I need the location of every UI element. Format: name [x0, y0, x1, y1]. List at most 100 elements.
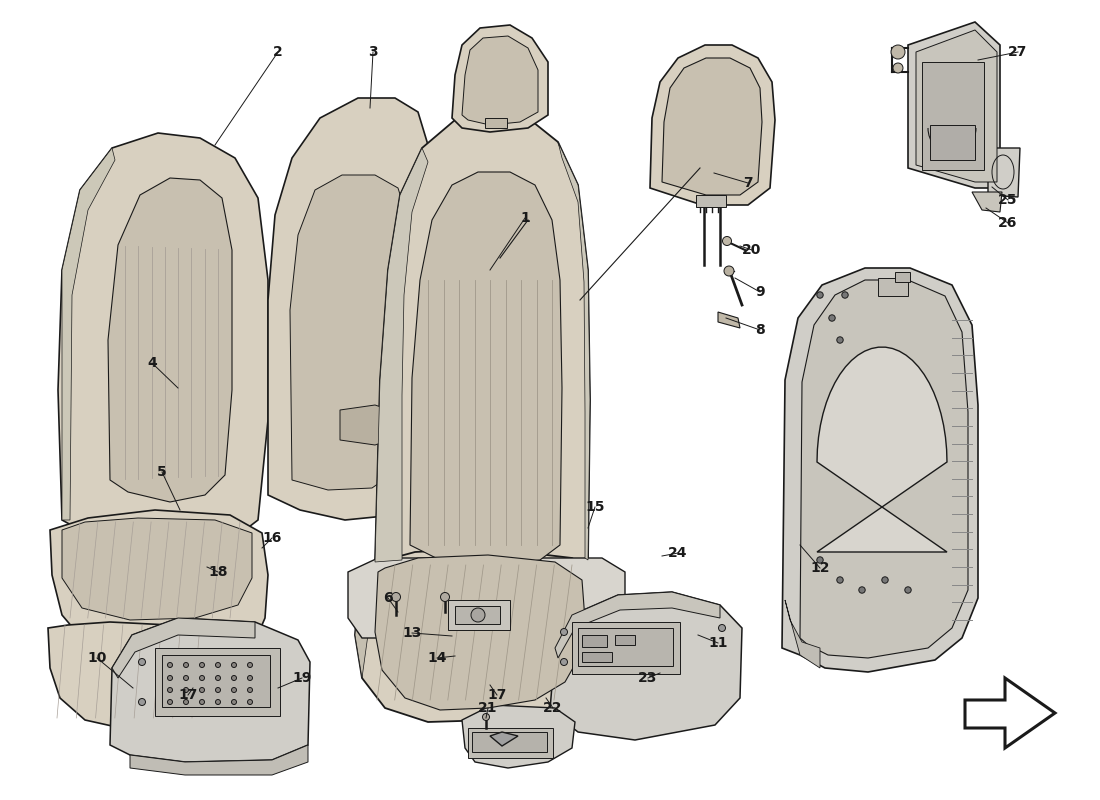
Circle shape	[882, 577, 888, 583]
Bar	[582, 652, 612, 662]
Polygon shape	[662, 58, 762, 195]
Polygon shape	[550, 592, 742, 740]
Bar	[155, 648, 280, 716]
Circle shape	[216, 699, 220, 705]
Circle shape	[167, 662, 173, 667]
Polygon shape	[462, 36, 538, 125]
Circle shape	[837, 577, 844, 583]
Text: 16: 16	[262, 531, 282, 545]
Text: 17: 17	[487, 688, 507, 702]
Bar	[485, 118, 507, 128]
Text: 20: 20	[742, 243, 761, 257]
Polygon shape	[355, 562, 378, 678]
Text: 27: 27	[1009, 45, 1027, 59]
Polygon shape	[452, 25, 548, 132]
Bar	[468, 728, 553, 758]
Text: 15: 15	[585, 500, 605, 514]
Text: 9: 9	[756, 285, 764, 299]
Polygon shape	[340, 405, 390, 445]
Bar	[922, 62, 984, 170]
Bar	[878, 278, 908, 296]
Circle shape	[561, 658, 568, 666]
Polygon shape	[650, 45, 776, 205]
Text: 12: 12	[811, 561, 829, 575]
Polygon shape	[50, 510, 268, 665]
Bar	[615, 635, 635, 645]
Circle shape	[184, 687, 188, 693]
Circle shape	[184, 662, 188, 667]
Circle shape	[828, 314, 835, 321]
Polygon shape	[62, 148, 116, 520]
Circle shape	[139, 658, 145, 666]
Text: 26: 26	[999, 216, 1018, 230]
Bar	[455, 606, 500, 624]
Polygon shape	[582, 578, 605, 658]
Polygon shape	[556, 592, 720, 658]
Polygon shape	[718, 312, 740, 328]
Text: 10: 10	[87, 651, 107, 665]
Circle shape	[891, 45, 905, 59]
Circle shape	[216, 687, 220, 693]
Polygon shape	[375, 555, 585, 710]
Circle shape	[139, 698, 145, 706]
Polygon shape	[375, 112, 590, 592]
Polygon shape	[558, 142, 590, 560]
Circle shape	[859, 587, 866, 594]
Circle shape	[471, 608, 485, 622]
Polygon shape	[112, 618, 255, 678]
Circle shape	[723, 237, 732, 246]
Text: 22: 22	[543, 701, 563, 715]
Circle shape	[167, 699, 173, 705]
Circle shape	[231, 675, 236, 681]
Bar	[448, 600, 510, 630]
Circle shape	[483, 714, 490, 721]
Text: 21: 21	[478, 701, 497, 715]
Circle shape	[440, 593, 450, 602]
Bar	[696, 195, 726, 207]
Circle shape	[248, 675, 253, 681]
Circle shape	[248, 699, 253, 705]
Text: 14: 14	[427, 651, 447, 665]
Polygon shape	[268, 98, 432, 520]
Circle shape	[231, 687, 236, 693]
Polygon shape	[965, 678, 1055, 748]
Text: 6: 6	[383, 591, 393, 605]
Polygon shape	[988, 148, 1020, 197]
Bar	[930, 125, 975, 160]
Text: 8: 8	[755, 323, 764, 337]
Circle shape	[842, 292, 848, 298]
Text: 13: 13	[403, 626, 421, 640]
Circle shape	[231, 662, 236, 667]
Bar	[895, 272, 910, 282]
Polygon shape	[800, 280, 968, 658]
Circle shape	[248, 687, 253, 693]
Circle shape	[724, 266, 734, 276]
Circle shape	[392, 593, 400, 602]
Polygon shape	[108, 178, 232, 502]
Polygon shape	[210, 650, 265, 675]
Bar	[162, 655, 270, 707]
Circle shape	[817, 557, 823, 563]
Polygon shape	[130, 745, 308, 775]
Circle shape	[231, 699, 236, 705]
Polygon shape	[782, 268, 978, 672]
Polygon shape	[908, 22, 1000, 188]
Circle shape	[905, 587, 911, 594]
Bar	[472, 732, 547, 752]
Circle shape	[167, 675, 173, 681]
Circle shape	[216, 675, 220, 681]
Text: 23: 23	[638, 671, 658, 685]
Circle shape	[817, 292, 823, 298]
Circle shape	[199, 662, 205, 667]
Circle shape	[199, 675, 205, 681]
Polygon shape	[375, 148, 428, 562]
Text: 5: 5	[157, 465, 167, 479]
Polygon shape	[972, 192, 1002, 212]
Polygon shape	[48, 622, 212, 730]
Polygon shape	[490, 732, 518, 746]
Text: 7: 7	[744, 176, 752, 190]
Bar	[578, 628, 673, 666]
Polygon shape	[62, 518, 252, 620]
Text: 18: 18	[208, 565, 228, 579]
Circle shape	[167, 687, 173, 693]
